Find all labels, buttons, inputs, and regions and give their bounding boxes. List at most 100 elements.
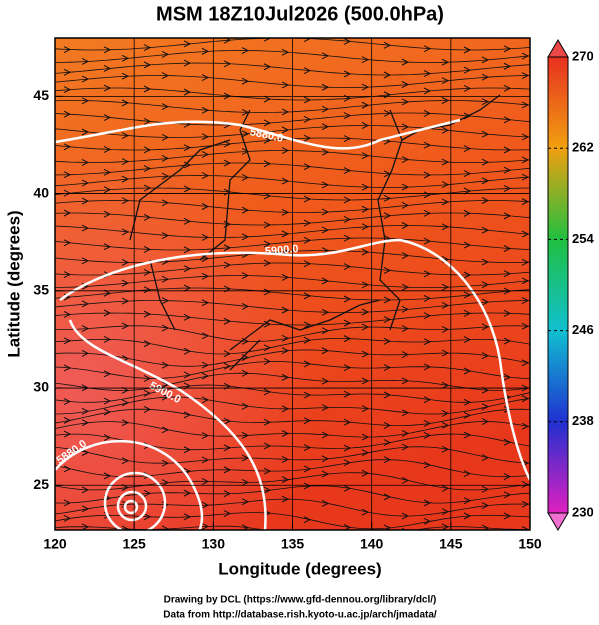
credit: Data from http://database.rish.kyoto-u.a…: [163, 610, 437, 621]
streamline-arrow: [161, 381, 170, 389]
streamline-arrow: [121, 132, 130, 140]
streamline-arrow: [121, 399, 130, 407]
streamline-arrow: [281, 495, 290, 503]
streamline-arrow: [441, 198, 450, 206]
streamline-arrow: [201, 172, 210, 180]
streamline-arrow: [241, 402, 250, 410]
streamline-arrow: [463, 431, 472, 439]
streamline-arrow: [423, 191, 432, 199]
streamline-arrow: [143, 184, 152, 192]
streamline-arrow: [143, 165, 152, 172]
streamline-arrow: [281, 347, 290, 355]
streamline-arrow: [81, 419, 90, 427]
streamline-arrow: [463, 309, 472, 317]
streamline-arrow: [423, 87, 432, 95]
streamline-arrow: [303, 195, 312, 203]
streamline-arrow: [63, 430, 72, 438]
x-tick-label: 135: [281, 536, 305, 552]
streamline-arrow: [161, 72, 170, 80]
streamline-arrow: [303, 417, 312, 425]
streamline-arrow: [481, 56, 490, 64]
streamline-arrow: [521, 198, 530, 206]
streamline-arrow: [343, 444, 352, 452]
streamline-arrow: [481, 502, 490, 509]
streamline-arrow: [103, 289, 112, 297]
y-tick-label: 35: [33, 282, 49, 298]
streamline-arrow: [143, 61, 152, 69]
streamline-arrow: [441, 302, 450, 309]
streamline-arrow: [481, 298, 490, 306]
streamline-arrow: [263, 467, 272, 475]
colorbar-tick-label: 254: [572, 231, 594, 246]
streamline-arrow: [103, 408, 112, 416]
streamline-arrow: [401, 325, 410, 333]
streamline-arrow: [401, 443, 410, 451]
map-title: MSM 18Z10Jul2026 (500.0hPa): [156, 3, 444, 25]
streamline-arrow: [463, 411, 472, 419]
streamline-arrow: [423, 45, 432, 53]
streamline-arrow: [281, 147, 290, 154]
streamline-arrow: [383, 421, 392, 429]
streamline-arrow: [441, 484, 450, 492]
streamline-arrow: [463, 271, 472, 279]
streamline-arrow: [103, 114, 112, 121]
streamline-arrow: [423, 270, 432, 278]
streamline-arrow: [103, 309, 112, 317]
streamline-arrow: [143, 405, 152, 413]
streamline-arrow: [463, 66, 472, 74]
streamline-arrow: [201, 432, 210, 440]
streamline-arrow: [143, 85, 152, 93]
streamline-arrow: [143, 213, 152, 221]
streamline-arrow: [303, 96, 312, 104]
streamline-arrow: [481, 73, 490, 81]
streamline-arrow: [241, 130, 250, 138]
streamline-arrow: [521, 359, 530, 367]
streamline-arrow: [401, 377, 410, 385]
streamline-arrow: [463, 46, 472, 54]
streamline-arrow: [521, 297, 530, 304]
streamline-arrow: [81, 128, 90, 136]
streamline-arrow: [81, 58, 90, 65]
streamline-arrow: [463, 497, 472, 505]
streamline-arrow: [121, 419, 130, 427]
streamline-arrow: [481, 281, 490, 289]
streamline-arrow: [481, 197, 490, 204]
contour: [55, 440, 204, 530]
streamline-arrow: [81, 159, 90, 166]
streamline-arrow: [223, 317, 232, 325]
streamline-arrow: [361, 405, 370, 413]
streamline-arrow: [481, 485, 490, 493]
streamline-arrow: [281, 373, 290, 381]
y-axis-label: Latitude (degrees): [4, 210, 23, 357]
streamline-arrow: [303, 163, 312, 171]
streamline-arrow: [183, 411, 192, 419]
streamline-arrow: [343, 418, 352, 426]
streamline-arrow: [81, 325, 90, 332]
streamline-arrow: [183, 446, 192, 454]
streamline-arrow: [63, 514, 72, 522]
streamline-arrow: [81, 179, 90, 187]
streamline-arrow: [423, 431, 432, 439]
streamline-arrow: [161, 232, 170, 239]
streamline-arrow: [81, 300, 90, 308]
streamline-arrow: [361, 508, 370, 516]
streamline-arrow: [281, 306, 290, 314]
streamline-arrow: [161, 525, 170, 530]
streamline-arrow: [423, 209, 432, 217]
contour-label: 5900.0: [264, 243, 299, 258]
streamline-arrow: [521, 395, 530, 403]
streamline-arrow: [143, 117, 152, 125]
streamline-arrow: [201, 501, 210, 509]
streamline-arrow: [343, 167, 352, 175]
streamline-arrow: [343, 319, 352, 327]
streamline-arrow: [383, 91, 392, 99]
x-tick-label: 130: [202, 536, 226, 552]
colorbar: [547, 56, 569, 514]
streamline-arrow: [321, 105, 330, 113]
streamline-arrow: [241, 302, 250, 310]
streamline-arrow: [361, 248, 370, 256]
streamline-arrow: [321, 83, 330, 91]
streamline-arrow: [321, 404, 330, 412]
streamline-arrow: [183, 246, 192, 254]
streamline: [55, 349, 530, 367]
